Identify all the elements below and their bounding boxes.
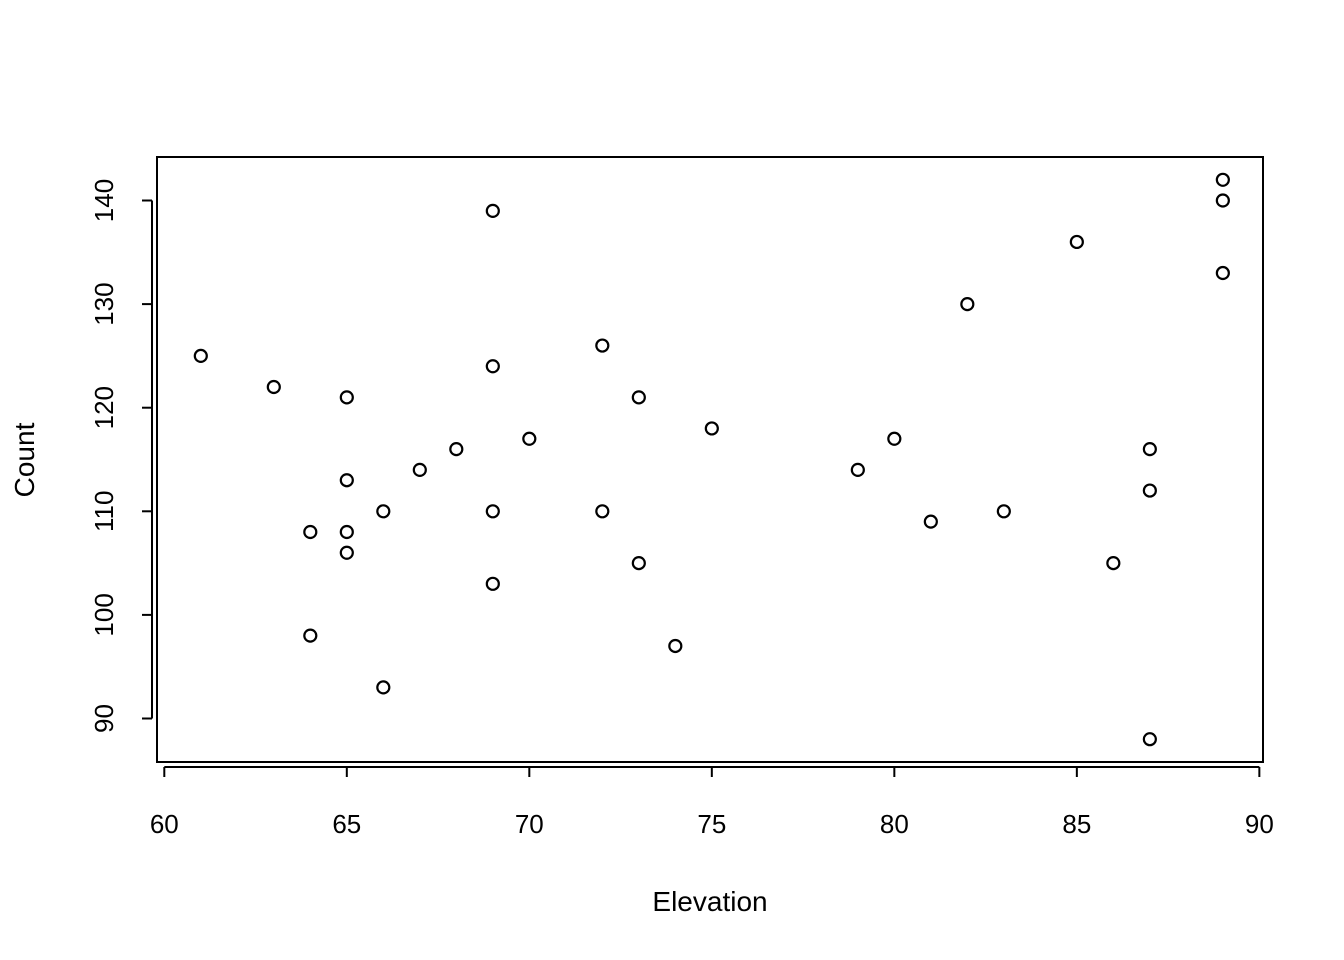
y-axis-title: Count <box>9 422 40 497</box>
data-point <box>485 504 500 519</box>
data-point <box>887 431 902 446</box>
data-point <box>339 524 354 540</box>
x-axis: 60 65 70 75 80 85 90 <box>150 766 1274 839</box>
data-point <box>522 431 537 446</box>
x-tick-label: 60 <box>150 809 179 839</box>
x-tick-label: 80 <box>880 809 909 839</box>
data-point <box>1069 234 1084 250</box>
x-axis-title: Elevation <box>652 886 767 917</box>
data-point <box>193 348 208 364</box>
data-point <box>1142 483 1157 498</box>
data-point <box>595 504 610 519</box>
data-point <box>376 504 391 519</box>
data-points <box>193 172 1230 747</box>
data-point <box>339 390 354 405</box>
x-tick-label: 85 <box>1062 809 1091 839</box>
y-tick-label: 140 <box>89 179 119 222</box>
data-point <box>996 504 1011 519</box>
plot-area-border <box>156 156 1264 763</box>
y-tick-label: 130 <box>89 282 119 325</box>
data-point <box>485 576 500 591</box>
data-point <box>1215 172 1230 187</box>
data-point <box>303 524 318 540</box>
data-point <box>376 680 391 695</box>
y-tick-label: 110 <box>89 491 119 532</box>
data-point <box>1215 265 1230 281</box>
data-point <box>339 473 354 488</box>
data-point <box>850 462 865 477</box>
data-point <box>449 442 464 457</box>
data-point <box>412 462 427 477</box>
data-point <box>960 297 975 312</box>
data-point <box>485 359 500 374</box>
data-point <box>1215 193 1230 208</box>
data-point <box>704 421 719 436</box>
data-point <box>1142 732 1157 747</box>
y-tick-label: 90 <box>89 704 119 733</box>
data-point <box>339 545 354 560</box>
data-point <box>668 638 683 654</box>
y-axis: 90 100 110 120 130 140 <box>89 179 153 733</box>
data-point <box>303 628 318 643</box>
data-point <box>631 555 646 571</box>
data-point <box>923 514 938 529</box>
data-point <box>1106 555 1121 571</box>
x-tick-label: 65 <box>332 809 361 839</box>
x-tick-label: 90 <box>1245 809 1274 839</box>
data-point <box>485 203 500 218</box>
y-tick-label: 120 <box>89 386 119 429</box>
y-tick-label: 100 <box>89 593 119 636</box>
x-tick-label: 70 <box>515 809 544 839</box>
data-point <box>266 379 281 395</box>
data-point <box>631 390 646 405</box>
data-point <box>1142 442 1157 457</box>
x-tick-label: 75 <box>697 809 726 839</box>
data-point <box>595 338 610 353</box>
